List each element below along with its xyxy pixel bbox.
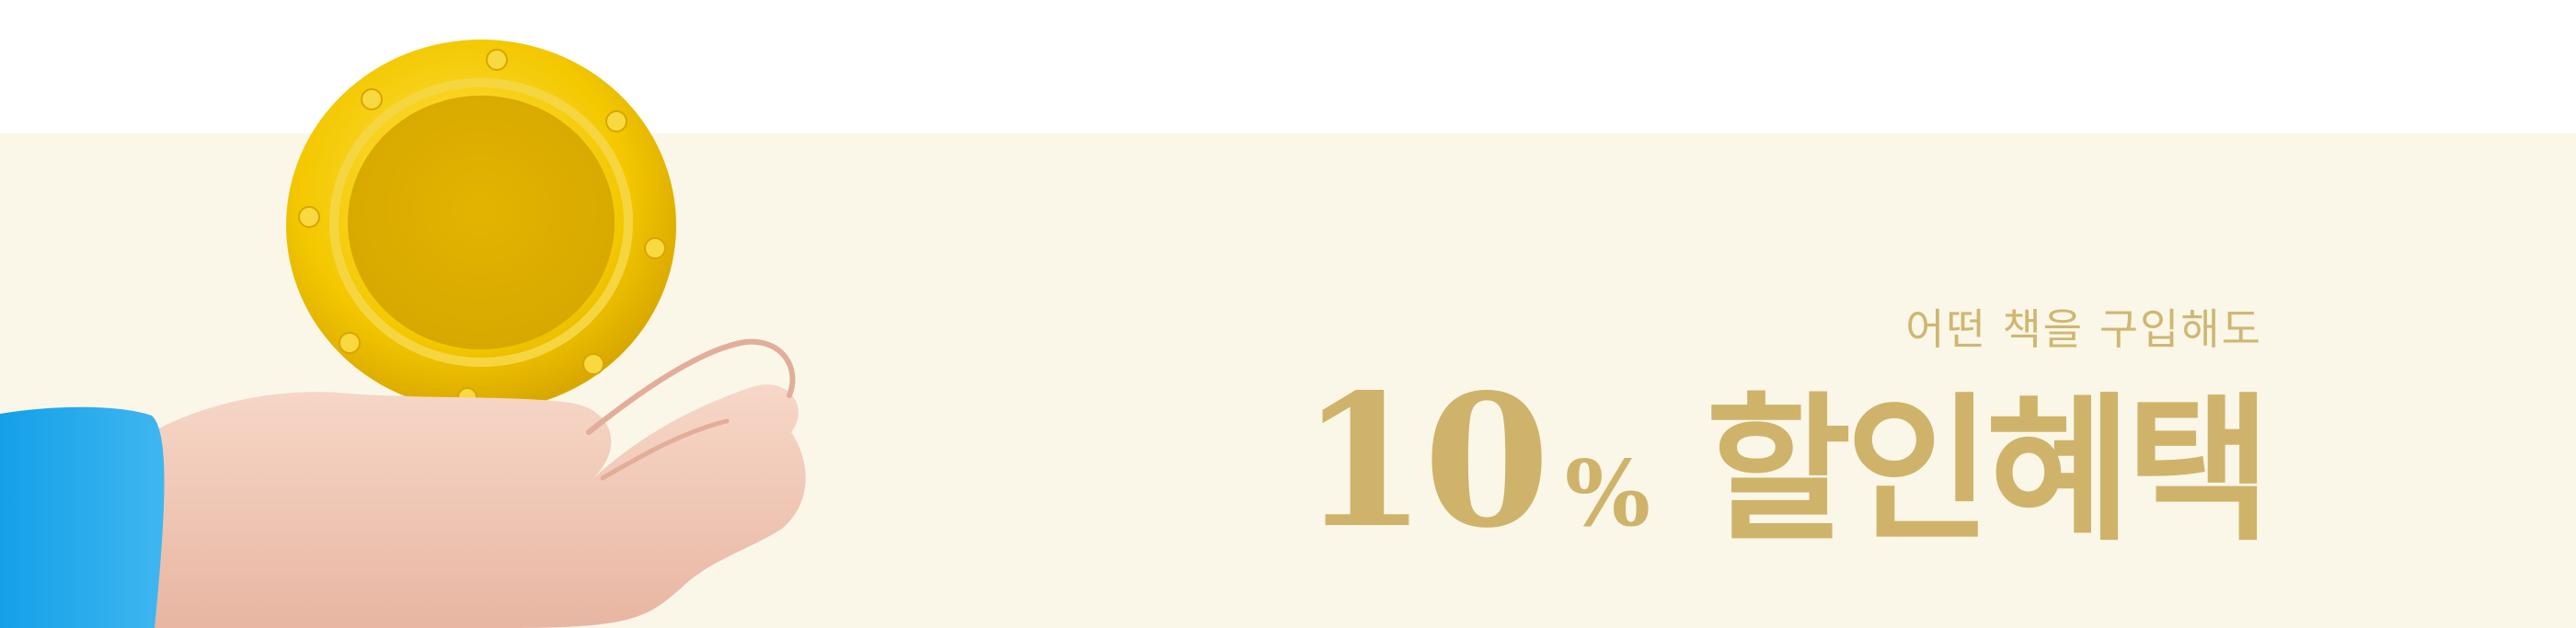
coin [286, 40, 676, 411]
hand-holding-coin-icon [0, 40, 806, 628]
promo-headline: 10 % 할인혜택 [1300, 354, 2271, 568]
percent-sign: % [1564, 441, 1651, 547]
discount-benefit-text: 할인혜택 [1706, 378, 2271, 563]
promo-text: 어떤 책을 구입해도 10 % 할인혜택 [1300, 304, 2271, 568]
promo-subtitle: 어떤 책을 구입해도 [1905, 304, 2262, 354]
hand [152, 338, 806, 628]
sleeve [0, 406, 165, 628]
discount-number: 10 [1300, 354, 1550, 568]
